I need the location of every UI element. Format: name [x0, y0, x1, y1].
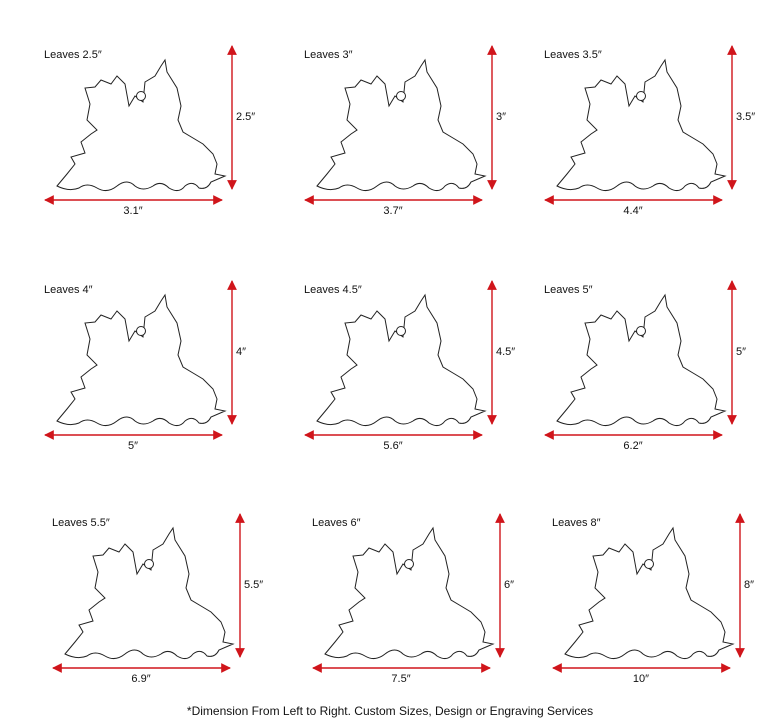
leaf-hole: [396, 91, 406, 101]
item-label: Leaves 5.5″: [52, 517, 110, 529]
leaf-outline: [556, 293, 727, 427]
leaf-hole: [644, 559, 654, 569]
width-label: 7.5″: [391, 673, 410, 685]
leaf-item: Leaves 5″ 5″ 6.2″: [544, 280, 746, 452]
height-label: 8″: [744, 579, 754, 591]
leaf-hole: [396, 326, 406, 336]
leaf-hole: [136, 91, 146, 101]
height-label: 6″: [504, 579, 514, 591]
height-label: 5″: [736, 346, 746, 358]
width-label: 5.6″: [383, 440, 402, 452]
leaf-item: Leaves 6″ 6″ 7.5″: [312, 513, 514, 685]
item-label: Leaves 4.5″: [304, 284, 362, 296]
width-label: 6.9″: [131, 673, 150, 685]
leaf-outline: [324, 526, 495, 660]
item-label: Leaves 3″: [304, 49, 353, 61]
width-label: 5″: [128, 440, 138, 452]
leaf-item: Leaves 8″ 8″ 10″: [552, 513, 754, 685]
item-label: Leaves 5″: [544, 284, 593, 296]
leaf-item: Leaves 3.5″ 3.5″ 4.4″: [544, 45, 755, 217]
leaf-outline: [316, 293, 487, 427]
leaf-outline: [316, 58, 487, 192]
height-label: 5.5″: [244, 579, 263, 591]
leaf-hole: [144, 559, 154, 569]
width-label: 3.7″: [383, 205, 402, 217]
leaf-hole: [636, 326, 646, 336]
width-label: 4.4″: [623, 205, 642, 217]
leaf-outline: [64, 526, 235, 660]
item-label: Leaves 6″: [312, 517, 361, 529]
height-label: 3″: [496, 111, 506, 123]
height-label: 2.5″: [236, 111, 255, 123]
leaf-outline: [56, 293, 227, 427]
item-label: Leaves 2.5″: [44, 49, 102, 61]
footnote: *Dimension From Left to Right. Custom Si…: [187, 704, 593, 718]
width-label: 10″: [633, 673, 649, 685]
leaf-item: Leaves 4″ 4″ 5″: [44, 280, 246, 452]
leaf-item: Leaves 5.5″ 5.5″ 6.9″: [52, 513, 263, 685]
leaf-outline: [564, 526, 735, 660]
height-label: 4″: [236, 346, 246, 358]
height-label: 3.5″: [736, 111, 755, 123]
width-label: 3.1″: [123, 205, 142, 217]
width-label: 6.2″: [623, 440, 642, 452]
leaf-outline: [56, 58, 227, 192]
item-label: Leaves 3.5″: [544, 49, 602, 61]
leaf-hole: [404, 559, 414, 569]
item-label: Leaves 8″: [552, 517, 601, 529]
leaf-item: Leaves 2.5″ 2.5″ 3.1″: [44, 45, 255, 217]
leaf-hole: [636, 91, 646, 101]
height-label: 4.5″: [496, 346, 515, 358]
leaf-item: Leaves 3″ 3″ 3.7″: [304, 45, 506, 217]
leaf-hole: [136, 326, 146, 336]
leaf-item: Leaves 4.5″ 4.5″ 5.6″: [304, 280, 515, 452]
item-label: Leaves 4″: [44, 284, 93, 296]
leaf-outline: [556, 58, 727, 192]
